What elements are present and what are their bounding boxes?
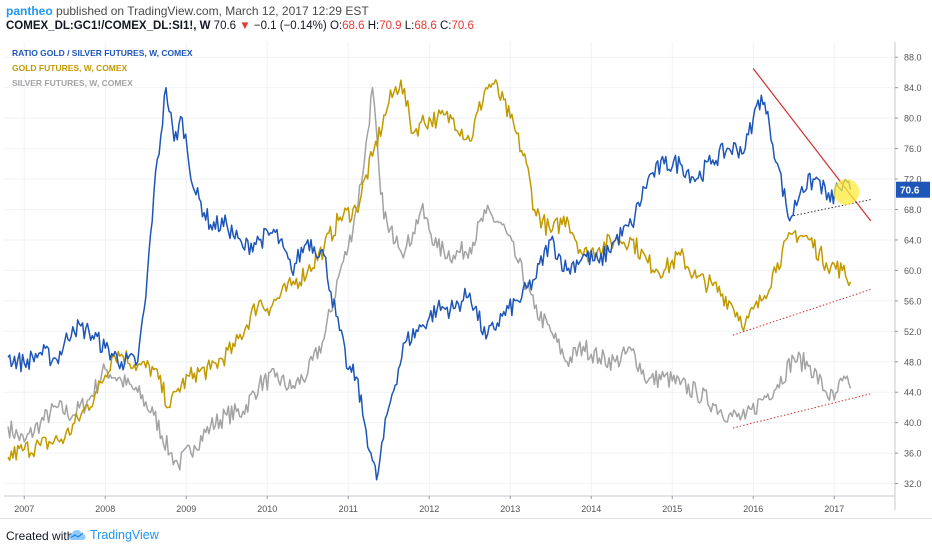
legend-ratio: RATIO GOLD / SILVER FUTURES, W, COMEX [12,48,193,58]
chart-legend: RATIO GOLD / SILVER FUTURES, W, COMEX GO… [12,46,193,91]
y-tick-label: 68.0 [904,205,922,215]
chart-plot[interactable]: 32.0 36.0 40.0 44.0 48.0 52.0 56.0 60.0 64.0 68.0… [0,0,932,518]
y-tick-label: 40.0 [904,418,922,428]
ratio-support-dotted-line [793,199,871,217]
change-arrow-icon: ▼ [239,20,251,32]
x-tick-label: 2016 [743,504,763,514]
legend-gold: GOLD FUTURES, W, COMEX [12,63,128,73]
created-with-text: Created with [6,529,74,543]
x-tick-label: 2014 [581,504,601,514]
x-tick-label: 2011 [339,504,358,514]
y-tick-label: 64.0 [904,235,922,245]
series-ratio-line [7,86,852,481]
high-label: H: [367,20,380,32]
y-tick-label: 72.0 [904,175,922,185]
x-tick-label: 2017 [824,504,844,514]
low-label: L: [404,20,415,32]
series-layer [7,79,852,481]
y-tick-label: 60.0 [904,266,922,276]
x-tick-label: 2015 [662,504,682,514]
y-tick-label: 52.0 [904,327,922,337]
open-value: 68.6 [342,20,365,32]
y-tick-label: 84.0 [904,83,922,93]
close-label: C: [439,20,452,32]
price-change: −0.1 (−0.14%) [253,20,327,32]
y-tick-label: 76.0 [904,144,922,154]
footer: Created with TradingView [0,518,932,551]
legend-silver: SILVER FUTURES, W, COMEX [12,78,133,88]
symbol-name: COMEX_DL:GC1!/COMEX_DL:SI1!, W [6,20,211,32]
x-tick-label: 2009 [176,504,196,514]
last-price: 70.6 [213,20,237,32]
tradingview-cloud-icon [68,530,86,540]
grid-layer [4,42,895,495]
close-value: 70.6 [451,20,474,32]
y-tick-label: 44.0 [904,388,922,398]
axes-layer: 32.0 36.0 40.0 44.0 48.0 52.0 56.0 60.0 64.0 68.0… [4,42,930,514]
author-link[interactable]: pantheo [6,4,53,18]
publication-line: pantheo published on TradingView.com, Ma… [6,4,369,18]
x-tick-label: 2013 [500,504,520,514]
open-label: O: [329,20,343,32]
silver-support-dotted-line [732,393,871,429]
high-value: 70.9 [379,20,402,32]
y-tick-label: 56.0 [904,296,922,306]
y-tick-label: 80.0 [904,114,922,124]
last-value-badge [896,181,930,198]
y-tick-label: 32.0 [904,479,922,489]
y-tick-label: 88.0 [904,53,922,63]
low-value: 68.6 [414,20,437,32]
series-gold-line [7,79,852,462]
symbol-line: COMEX_DL:GC1!/COMEX_DL:SI1!, W 70.6 ▼ −0… [6,20,474,32]
chart-header: pantheo published on TradingView.com, Ma… [0,0,932,40]
tradingview-brand: TradingView [90,528,159,542]
x-tick-label: 2012 [419,504,439,514]
drawings-layer [732,68,872,429]
x-tick-label: 2008 [95,504,115,514]
series-silver-line [7,86,852,471]
x-tick-label: 2010 [257,504,277,514]
y-tick-label: 48.0 [904,357,922,367]
highlight-circle [833,178,860,205]
x-tick-label: 2007 [14,504,34,514]
tradingview-logo[interactable]: TradingView [68,528,159,542]
y-tick-label: 36.0 [904,449,922,459]
last-value-label: 70.6 [900,186,920,197]
published-text: published on TradingView.com, March 12, … [56,4,369,18]
